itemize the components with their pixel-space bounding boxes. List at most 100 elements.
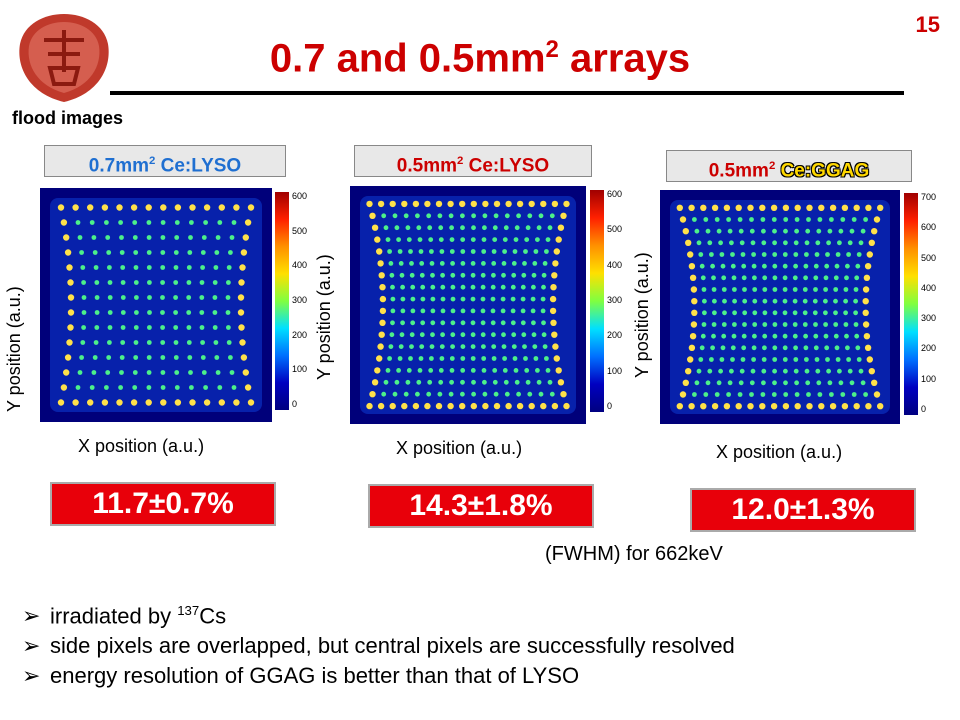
crystal-spot: [761, 240, 767, 246]
crystal-spot: [415, 391, 420, 397]
crystal-spot: [540, 296, 546, 302]
crystal-spot: [694, 228, 700, 234]
crystal-spot: [698, 357, 704, 362]
crystal-spot: [427, 225, 433, 231]
crystal-spot: [480, 272, 486, 278]
crystal-spot: [772, 275, 778, 281]
crystal-spot: [450, 261, 455, 266]
crystal-spot: [687, 356, 694, 363]
crystal-spot: [493, 402, 501, 410]
crystal-spot: [512, 249, 518, 254]
crystal-spot: [133, 250, 139, 255]
crystal-spot: [397, 249, 403, 254]
crystal-spot: [514, 225, 520, 231]
crystal-spot: [560, 212, 567, 219]
crystal-spot: [794, 392, 800, 397]
panel-1-xlabel: X position (a.u.): [78, 436, 205, 456]
crystal-spot: [823, 287, 828, 292]
crystal-spot: [398, 344, 404, 349]
crystal-spot: [845, 263, 850, 269]
crystal-spot: [716, 228, 722, 234]
crystal-spot: [492, 368, 498, 373]
crystal-spot: [388, 344, 394, 349]
crystal-spot: [833, 298, 838, 304]
crystal-spot: [438, 225, 444, 231]
plot-glow: [670, 200, 890, 414]
colorbar-tick-label: 0: [292, 399, 298, 409]
crystal-spot: [201, 370, 207, 375]
crystal-spot: [737, 217, 743, 222]
crystal-spot: [106, 250, 112, 255]
crystal-spot: [449, 225, 454, 231]
crystal-spot: [107, 295, 113, 300]
crystal-spot: [420, 320, 426, 326]
page-number: 15: [915, 12, 940, 37]
crystal-spot: [532, 261, 538, 266]
crystal-spot: [721, 333, 727, 339]
slide-title: 0.7 and 0.5mm2 arrays: [269, 36, 691, 81]
crystal-spot: [505, 402, 512, 410]
crystal-spot: [426, 213, 432, 219]
crystal-spot: [503, 379, 509, 385]
crystal-spot: [815, 368, 821, 374]
crystal-spot: [447, 200, 454, 208]
crystal-spot: [200, 340, 206, 345]
crystal-spot: [835, 357, 841, 362]
crystal-spot: [146, 250, 152, 255]
panel-2-result: 14.3±1.8%: [368, 484, 594, 528]
crystal-spot: [92, 355, 98, 360]
crystal-spot: [862, 286, 870, 293]
crystal-spot: [87, 204, 94, 211]
crystal-spot: [521, 332, 527, 338]
crystal-spot: [448, 391, 454, 397]
crystal-spot: [711, 287, 717, 292]
crystal-spot: [813, 287, 818, 292]
colorbar-tick-label: 300: [607, 295, 623, 305]
crystal-spot: [501, 344, 507, 349]
crystal-spot: [707, 240, 713, 246]
crystal-spot: [538, 391, 544, 397]
crystal-spot: [203, 220, 209, 225]
crystal-spot: [459, 200, 466, 208]
crystal-spot: [524, 237, 530, 242]
crystal-spot: [438, 237, 444, 242]
crystal-spot: [783, 217, 789, 222]
crystal-spot: [533, 356, 539, 361]
crystal-spot: [806, 403, 813, 410]
crystal-spot: [520, 308, 526, 314]
crystal-spot: [401, 402, 408, 410]
crystal-spot: [863, 333, 871, 340]
crystal-spot: [516, 391, 521, 397]
crystal-spot: [524, 368, 530, 373]
crystal-spot: [233, 204, 240, 211]
crystal-spot: [719, 357, 725, 362]
crystal-spot: [866, 356, 873, 363]
crystal-spot: [160, 355, 166, 360]
crystal-spot: [538, 213, 544, 219]
crystal-spot: [531, 332, 537, 338]
crystal-spot: [700, 333, 706, 339]
crystal-spot: [93, 340, 99, 345]
crystal-spot: [81, 325, 86, 330]
colorbar-2: [590, 190, 604, 412]
crystal-spot: [132, 385, 138, 390]
crystal-spot: [101, 399, 109, 406]
crystal-spot: [470, 356, 476, 361]
crystal-spot: [727, 228, 733, 234]
crystal-spot: [491, 261, 497, 266]
crystal-spot: [449, 379, 454, 385]
crystal-spot: [132, 220, 138, 225]
crystal-spot: [482, 225, 487, 231]
crystal-spot: [729, 240, 734, 246]
crystal-spot: [119, 250, 125, 255]
crystal-spot: [793, 240, 799, 246]
crystal-spot: [714, 217, 720, 222]
crystal-spot: [782, 204, 790, 211]
crystal-spot: [406, 237, 412, 242]
crystal-spot: [482, 200, 489, 208]
crystal-spot: [228, 250, 233, 255]
crystal-spot: [189, 204, 196, 211]
crystal-spot: [416, 225, 422, 231]
crystal-spot: [400, 296, 406, 302]
crystal-spot: [130, 204, 138, 211]
